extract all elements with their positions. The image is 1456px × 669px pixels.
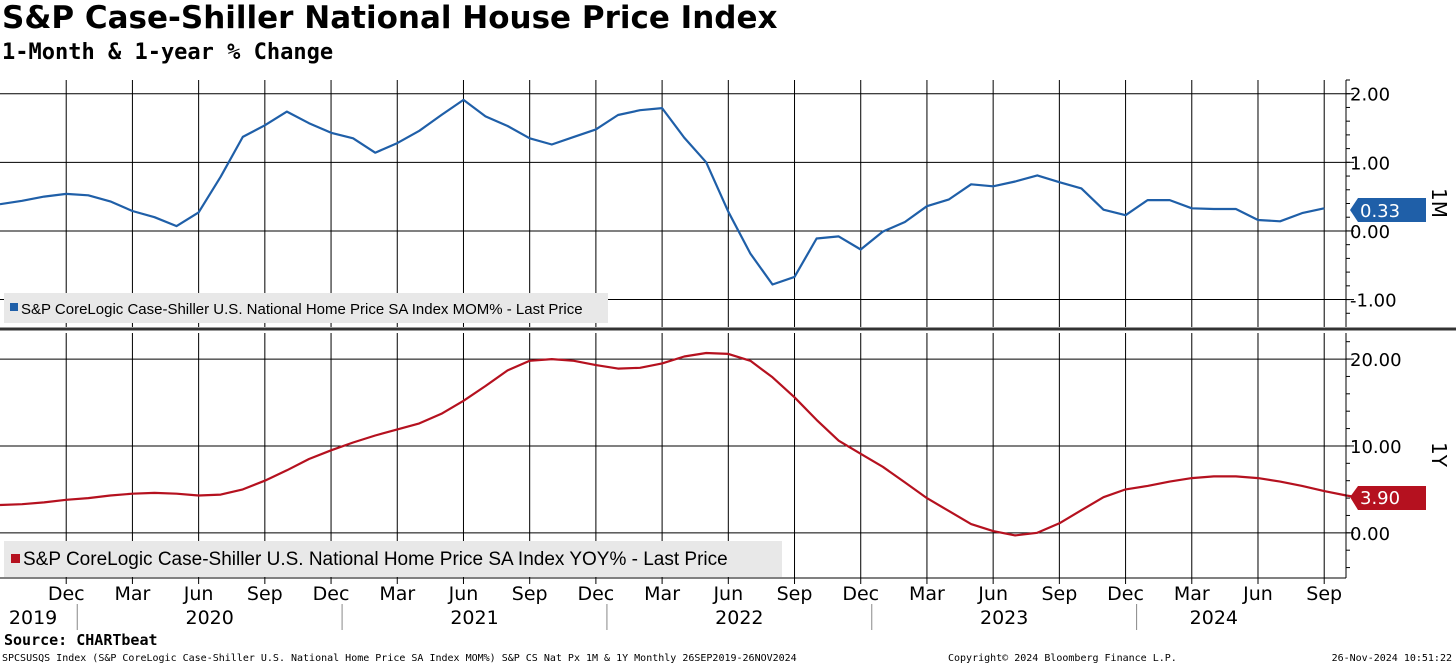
tag-yoy-value: 3.90	[1360, 488, 1400, 509]
x-month-label: Mar	[379, 583, 415, 605]
x-month-label: Dec	[842, 583, 879, 605]
last-value-tag-mom: 0.33	[1350, 198, 1426, 222]
x-month-label: Jun	[183, 583, 214, 605]
legend-yoy: S&P CoreLogic Case-Shiller U.S. National…	[4, 541, 782, 577]
axis-label-1m: 1M	[1427, 188, 1451, 218]
footer-copyright: Copyright© 2024 Bloomberg Finance L.P.	[948, 653, 1177, 664]
x-month-label: Sep	[1041, 583, 1077, 605]
x-month-label: Jun	[977, 583, 1008, 605]
y-tick-label: -1.00	[1350, 291, 1397, 312]
chart-title: S&P Case-Shiller National House Price In…	[2, 0, 778, 36]
footer-description: SPCSUSQS Index (S&P CoreLogic Case-Shill…	[2, 653, 797, 664]
tag-mom-shape	[1350, 198, 1426, 222]
x-year-label: 2023	[980, 607, 1028, 629]
y-tick-label: 1.00	[1350, 153, 1390, 174]
x-year-label: 2024	[1190, 607, 1238, 629]
x-month-label: Jun	[1242, 583, 1273, 605]
y-tick-label: 10.00	[1350, 437, 1402, 458]
tag-yoy-shape	[1350, 486, 1426, 510]
legend-yoy-swatch	[11, 554, 20, 563]
legend-mom-background	[4, 293, 608, 323]
legend-yoy-background	[4, 541, 782, 577]
x-year-label: 2021	[450, 607, 498, 629]
y-tick-label: 2.00	[1350, 85, 1390, 106]
y-tick-label: 20.00	[1350, 350, 1402, 371]
x-month-label: Sep	[1306, 583, 1342, 605]
axis-label-1y: 1Y	[1427, 442, 1451, 468]
tag-mom-value: 0.33	[1360, 201, 1400, 222]
legend-yoy-label: S&P CoreLogic Case-Shiller U.S. National…	[23, 549, 728, 570]
series-line-mom	[0, 98, 1325, 286]
x-month-label: Sep	[512, 583, 548, 605]
grid-layer	[0, 80, 1346, 578]
axis-layer: -1.00 0.00 1.00 2.00 0.00 10.00 20.00 Dec Mar Jun…	[0, 79, 1456, 630]
legend-mom-swatch	[10, 303, 18, 311]
legend-mom: S&P CoreLogic Case-Shiller U.S. National…	[4, 293, 608, 323]
footer-timestamp: 26-Nov-2024 10:51:22	[1331, 653, 1452, 664]
x-year-label: 2019	[9, 607, 57, 629]
x-month-label: Dec	[1107, 583, 1144, 605]
series-line-yoy	[0, 351, 1369, 537]
chart-subtitle: 1-Month & 1-year % Change	[2, 40, 334, 65]
source-note: Source: CHARTbeat	[4, 631, 158, 649]
x-year-label: 2020	[185, 607, 233, 629]
x-month-label: Mar	[114, 583, 150, 605]
x-year-label: 2022	[715, 607, 763, 629]
x-month-label: Dec	[577, 583, 614, 605]
x-month-label: Jun	[448, 583, 479, 605]
x-month-label: Dec	[48, 583, 85, 605]
x-month-label: Mar	[644, 583, 680, 605]
x-month-label: Mar	[1174, 583, 1210, 605]
legend-mom-label: S&P CoreLogic Case-Shiller U.S. National…	[21, 301, 583, 318]
y-tick-label: 0.00	[1350, 524, 1390, 545]
x-month-label: Mar	[909, 583, 945, 605]
last-value-tag-yoy: 3.90	[1350, 486, 1426, 510]
x-month-label: Sep	[777, 583, 813, 605]
y-tick-label: 0.00	[1350, 222, 1390, 243]
x-month-label: Jun	[712, 583, 743, 605]
series-layer	[0, 98, 1369, 537]
x-month-label: Dec	[313, 583, 350, 605]
x-month-label: Sep	[247, 583, 283, 605]
